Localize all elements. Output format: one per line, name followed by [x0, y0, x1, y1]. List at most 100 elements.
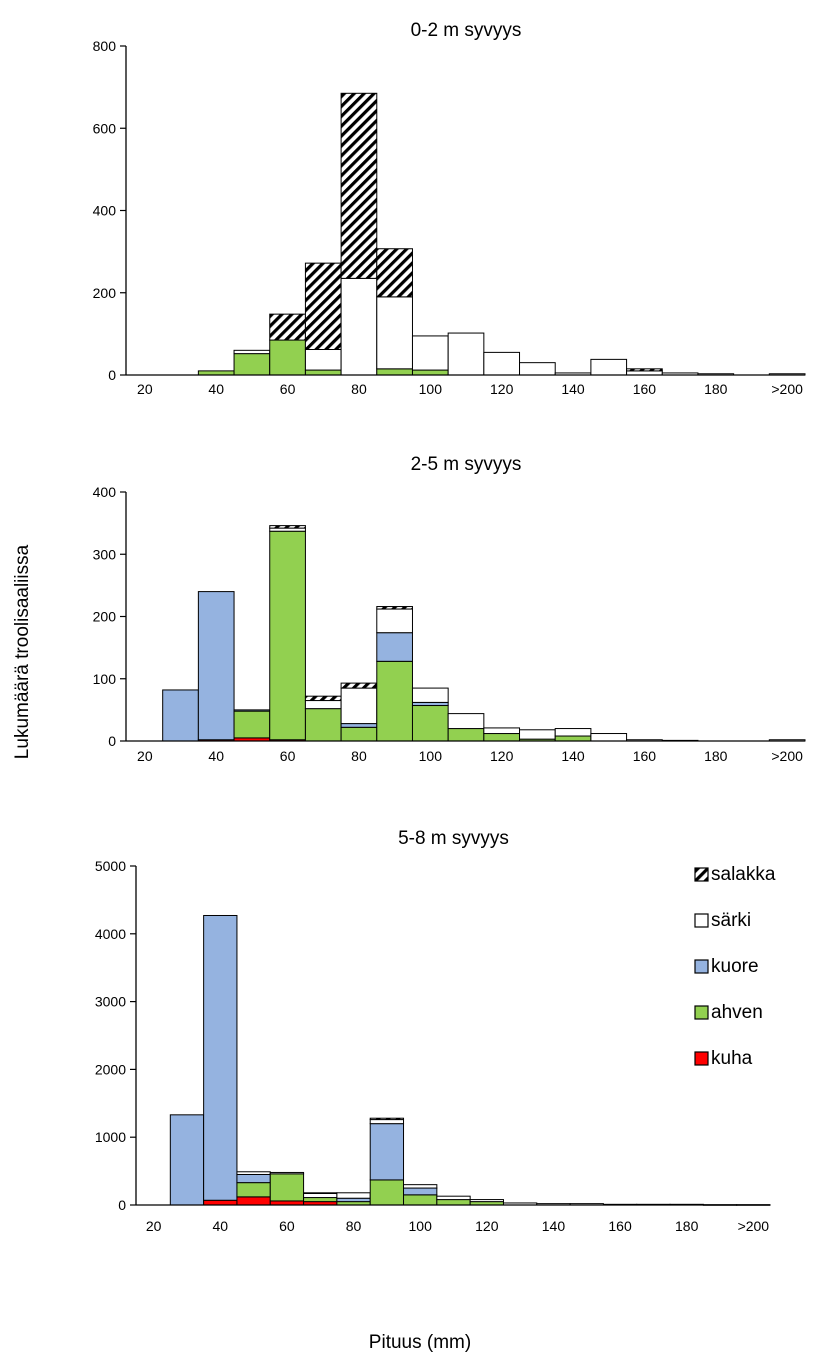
- x-tick-label: 140: [561, 381, 585, 397]
- y-tick-label: 200: [93, 285, 117, 301]
- bar-segment-ahven: [269, 1173, 305, 1202]
- bar-segment-kuore: [233, 709, 271, 712]
- x-tick-label: 80: [351, 381, 367, 397]
- chart-panel: 2-5 m syvyys 0 100 200 300 400 20 40 60 80 100 120 1…: [93, 454, 806, 764]
- x-tick-label: 120: [475, 1218, 499, 1234]
- bar-segment-ahven: [411, 369, 449, 376]
- bar-segment-sarki: [304, 700, 342, 710]
- bar-segment-sarki: [447, 713, 485, 730]
- bar-segment-sarki: [376, 296, 413, 370]
- bar-segment-sarki: [519, 729, 556, 740]
- x-tick-label: 60: [280, 381, 296, 397]
- legend-label: kuore: [711, 956, 759, 977]
- legend-label: ahven: [711, 1002, 763, 1023]
- bar-segment-sarki: [469, 1199, 504, 1203]
- bar-segment-ahven: [236, 1182, 271, 1198]
- bar-segment-salakka: [376, 606, 413, 610]
- x-tick-label: 180: [675, 1218, 699, 1234]
- x-tick-label: >200: [771, 748, 803, 764]
- bar-segment-salakka: [369, 1117, 405, 1121]
- bar-segment-sarki: [236, 1171, 271, 1175]
- x-tick-label: 40: [208, 748, 224, 764]
- legend-swatch: [694, 1051, 709, 1066]
- x-tick-label: 100: [419, 381, 443, 397]
- y-tick-label: 200: [93, 609, 117, 625]
- bar-segment-sarki: [447, 332, 485, 376]
- chart-panel: 5-8 m syvyys 0 1000 2000 3000 4000 5000 20 40 60 8…: [95, 828, 771, 1234]
- bar-segment-ahven: [304, 708, 342, 742]
- y-tick-label: 400: [93, 484, 117, 500]
- bar-segment-ahven: [303, 1197, 338, 1203]
- bar-segment-ahven: [403, 1194, 438, 1206]
- bar-segment-ahven: [269, 339, 306, 376]
- legend-item: särki: [694, 910, 751, 931]
- y-tick-label: 5000: [95, 858, 126, 874]
- bar-segment-ahven: [554, 735, 592, 742]
- y-tick-label: 2000: [95, 1061, 126, 1077]
- x-tick-label: 140: [561, 748, 585, 764]
- bar-segment-salakka: [626, 368, 663, 372]
- bar-segment-kuore: [403, 1187, 438, 1196]
- legend: salakka särki kuore ahven kuha: [694, 864, 776, 1069]
- bar-segment-sarki: [590, 733, 628, 742]
- y-tick-label: 300: [93, 546, 117, 562]
- bar-segment-salakka: [269, 525, 306, 529]
- bar-segment-kuore: [197, 591, 235, 741]
- bar-segment-ahven: [340, 726, 378, 742]
- y-tick-label: 400: [93, 203, 117, 219]
- x-tick-label: 80: [351, 748, 367, 764]
- bar-segment-sarki: [519, 362, 556, 376]
- bar-segment-ahven: [233, 353, 271, 376]
- legend-swatch: [694, 959, 709, 974]
- bar-segment-sarki: [304, 349, 342, 371]
- legend-item: ahven: [694, 1002, 763, 1023]
- bar-segment-ahven: [376, 368, 413, 376]
- x-tick-label: 20: [146, 1218, 162, 1234]
- legend-item: kuha: [694, 1048, 753, 1069]
- bar-segment-salakka: [269, 313, 306, 341]
- bar-segment-sarki: [411, 335, 449, 371]
- x-tick-label: 60: [280, 748, 296, 764]
- bar-segment-sarki: [590, 358, 628, 376]
- x-tick-label: 180: [704, 748, 728, 764]
- bar-segment-ahven: [304, 369, 342, 376]
- x-tick-label: 100: [409, 1218, 433, 1234]
- bar-segment-sarki: [376, 608, 413, 634]
- bar-segment-sarki: [403, 1184, 438, 1189]
- legend-label: salakka: [711, 864, 776, 885]
- x-tick-label: 80: [346, 1218, 362, 1234]
- chart-title: 5-8 m syvyys: [398, 828, 509, 849]
- y-tick-label: 0: [118, 1197, 126, 1213]
- x-tick-label: 160: [633, 748, 657, 764]
- bar-segment-kuha: [236, 1196, 271, 1206]
- bar-segment-ahven: [436, 1199, 471, 1206]
- bar-segment-kuore: [369, 1123, 405, 1181]
- legend-swatch: [694, 913, 709, 928]
- bar-segment-ahven: [376, 660, 413, 742]
- bar-segment-sarki: [269, 1171, 305, 1175]
- bar-segment-sarki: [436, 1195, 471, 1201]
- y-tick-label: 1000: [95, 1129, 126, 1145]
- y-tick-label: 600: [93, 120, 117, 136]
- bar-segment-salakka: [340, 682, 378, 689]
- bar-segment-salakka: [304, 695, 342, 702]
- chart-title: 0-2 m syvyys: [411, 20, 522, 41]
- y-tick-label: 0: [108, 733, 116, 749]
- x-tick-label: 160: [633, 381, 657, 397]
- x-axis-title: Pituus (mm): [369, 1332, 471, 1353]
- bar-segment-sarki: [483, 351, 521, 376]
- y-tick-label: 0: [108, 367, 116, 383]
- bar-segment-kuha: [203, 1199, 238, 1206]
- bar-segment-sarki: [369, 1119, 405, 1125]
- legend-swatch: [694, 867, 709, 882]
- chart-panel: 0-2 m syvyys 0 200 400 600 800 20 40 60 80 100 120 1…: [93, 20, 806, 397]
- x-tick-label: 120: [490, 381, 514, 397]
- x-tick-label: 160: [608, 1218, 632, 1234]
- x-tick-label: 40: [208, 381, 224, 397]
- bar-segment-ahven: [411, 705, 449, 742]
- bar-segment-ahven: [483, 733, 521, 742]
- x-tick-label: 180: [704, 381, 728, 397]
- bar-segment-kuore: [236, 1173, 271, 1184]
